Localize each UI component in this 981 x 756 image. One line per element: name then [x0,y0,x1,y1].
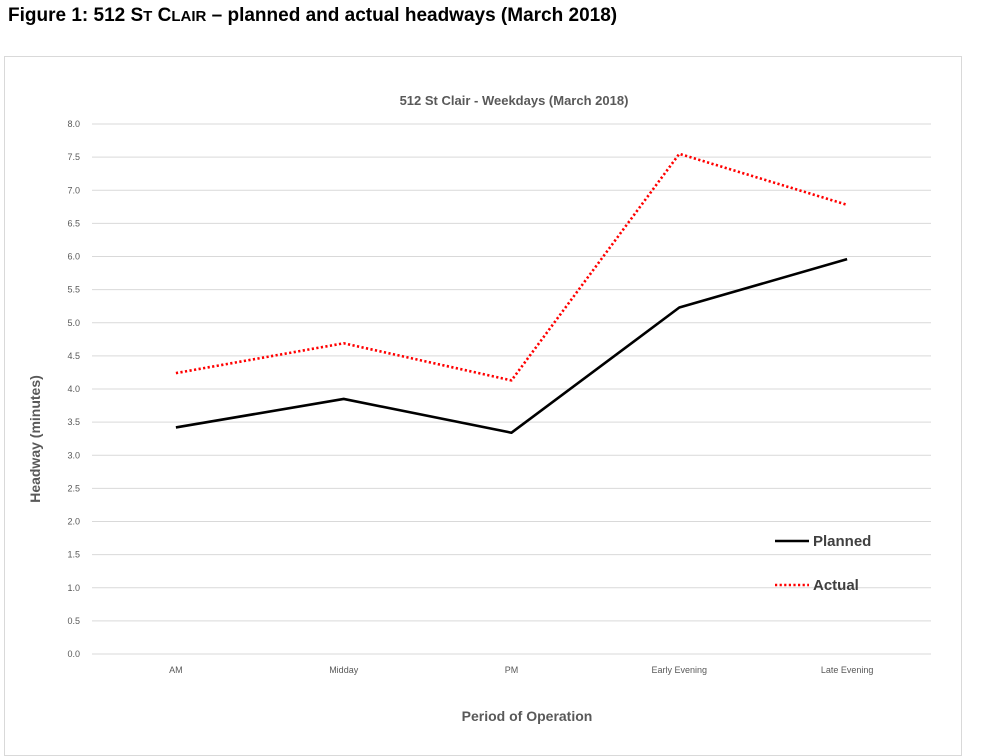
x-tick-label: Late Evening [821,665,874,675]
y-axis-title: Headway (minutes) [27,375,43,503]
x-tick-label: PM [505,665,519,675]
y-tick-label: 8.0 [67,119,80,129]
y-tick-label: 7.5 [67,152,80,162]
caption-smallcaps-1: T [143,8,153,25]
y-tick-label: 1.5 [67,550,80,560]
legend-label-planned: Planned [813,533,871,550]
x-axis-title: Period of Operation [462,708,593,724]
caption-prefix: Figure 1: 512 S [8,5,144,26]
y-tick-label: 6.5 [67,218,80,228]
chart-area: 0.0 0.5 1.0 1.5 2.0 2.5 3.0 3.5 4.0 4.5 5.0 5.5 6.0 6… [4,56,962,756]
x-tick-label: AM [169,665,183,675]
y-tick-label: 2.0 [67,517,80,527]
caption-mid: C [152,5,172,26]
y-tick-label: 3.0 [67,450,80,460]
y-tick-label: 5.0 [67,318,80,328]
legend: Planned Actual [775,533,871,594]
legend-label-actual: Actual [813,577,859,594]
line-chart: 0.0 0.5 1.0 1.5 2.0 2.5 3.0 3.5 4.0 4.5 5.0 5.5 6.0 6… [27,93,931,724]
y-tick-label: 7.0 [67,185,80,195]
gridlines [92,123,931,655]
caption-suffix: – planned and actual headways (March 201… [206,5,618,26]
chart-title: 512 St Clair - Weekdays (March 2018) [400,93,629,108]
y-tick-label: 4.0 [67,384,80,394]
y-tick-label: 3.5 [67,417,80,427]
x-tick-labels: AM Midday PM Early Evening Late Evening [169,665,873,675]
y-tick-label: 0.5 [67,616,80,626]
series-line-actual [175,152,848,382]
x-tick-label: Midday [329,665,359,675]
figure-caption: Figure 1: 512 ST CLAIR – planned and act… [8,5,617,27]
series-line-planned [175,257,848,435]
y-tick-label: 6.0 [67,252,80,262]
y-tick-labels: 0.0 0.5 1.0 1.5 2.0 2.5 3.0 3.5 4.0 4.5 5.0 5.5 6.0 6… [67,119,80,659]
x-tick-label: Early Evening [652,665,708,675]
caption-smallcaps-2: LAIR [171,8,207,25]
y-tick-label: 2.5 [67,483,80,493]
series-lines [175,152,848,435]
y-tick-label: 1.0 [67,583,80,593]
y-tick-label: 4.5 [67,351,80,361]
y-tick-label: 5.5 [67,285,80,295]
y-tick-label: 0.0 [67,649,80,659]
